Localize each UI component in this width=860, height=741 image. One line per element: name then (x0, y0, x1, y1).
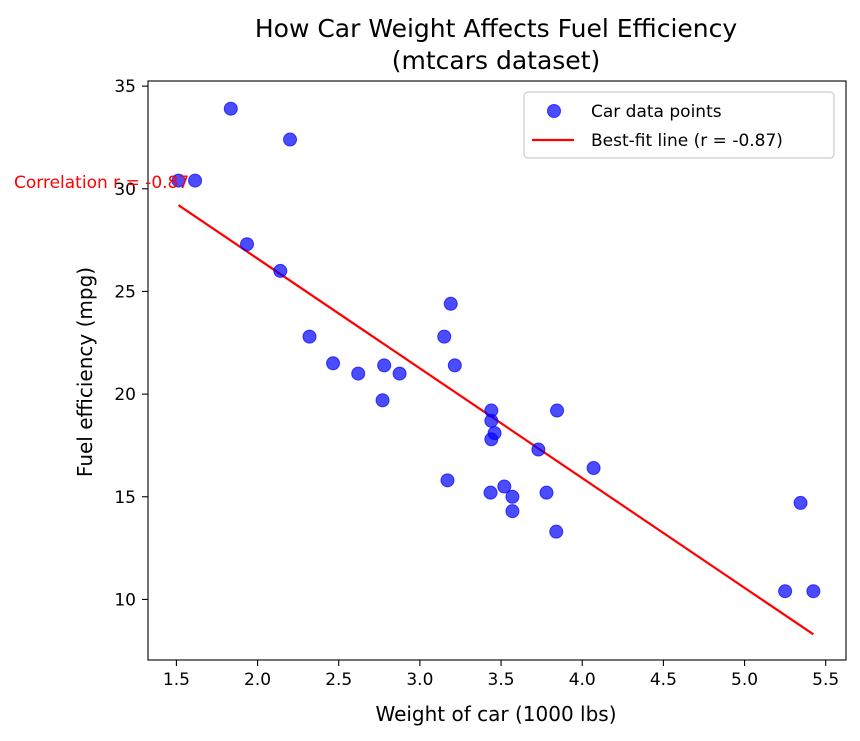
chart-title-line2: (mtcars dataset) (392, 46, 601, 75)
data-point (326, 356, 341, 371)
y-tick-label: 10 (114, 590, 136, 610)
data-point (531, 442, 546, 457)
data-point (223, 101, 238, 116)
correlation-annotation: Correlation r = -0.87 (14, 173, 189, 193)
data-point (484, 432, 499, 447)
x-tick-label: 2.5 (325, 670, 352, 690)
data-point (778, 584, 793, 599)
legend-label-line: Best-fit line (r = -0.87) (591, 131, 783, 151)
data-point (377, 358, 392, 373)
data-point (392, 366, 407, 381)
y-tick-label: 25 (114, 282, 136, 302)
data-point (806, 584, 821, 599)
y-axis-label: Fuel efficiency (mpg) (73, 267, 97, 477)
x-tick-label: 3.0 (406, 670, 433, 690)
data-point (171, 173, 186, 188)
y-tick-label: 30 (114, 180, 136, 200)
data-point (505, 489, 520, 504)
chart-title-line1: How Car Weight Affects Fuel Efficiency (255, 14, 738, 43)
x-tick-label: 2.0 (244, 670, 271, 690)
data-point (505, 504, 520, 519)
axes-frame (147, 80, 847, 661)
y-tick-label: 20 (114, 385, 136, 405)
data-point (550, 403, 565, 418)
data-point (539, 485, 554, 500)
y-tick-label: 15 (114, 488, 136, 508)
x-axis-label: Weight of car (1000 lbs) (375, 702, 616, 726)
data-point (302, 329, 317, 344)
data-point (484, 403, 499, 418)
legend: Car data points Best-fit line (r = -0.87… (523, 91, 835, 159)
x-tick-label: 5.5 (812, 670, 839, 690)
plot-area: 1.5 2.0 2.5 3.0 3.5 4.0 4.5 5.0 5.5 10 15 20 25 30 35 (114, 77, 847, 690)
data-point (188, 173, 203, 188)
data-point (586, 461, 601, 476)
data-point (283, 132, 298, 147)
data-point (497, 479, 512, 494)
data-point (437, 329, 452, 344)
legend-label-scatter: Car data points (591, 102, 722, 122)
x-tick-label: 4.5 (650, 670, 677, 690)
x-tick-label: 4.0 (569, 670, 596, 690)
data-point (375, 393, 390, 408)
data-point (240, 237, 255, 252)
data-point (793, 495, 808, 510)
data-point (440, 473, 455, 488)
legend-marker-scatter (547, 104, 561, 118)
data-point (273, 263, 288, 278)
x-tick-label: 1.5 (163, 670, 190, 690)
data-point (447, 358, 462, 373)
legend-box (523, 91, 835, 159)
data-point (483, 485, 498, 500)
data-point (351, 366, 366, 381)
x-tick-label: 3.5 (488, 670, 515, 690)
data-point (443, 296, 458, 311)
y-tick-label: 35 (114, 77, 136, 97)
data-point (549, 524, 564, 539)
x-tick-label: 5.0 (731, 670, 758, 690)
